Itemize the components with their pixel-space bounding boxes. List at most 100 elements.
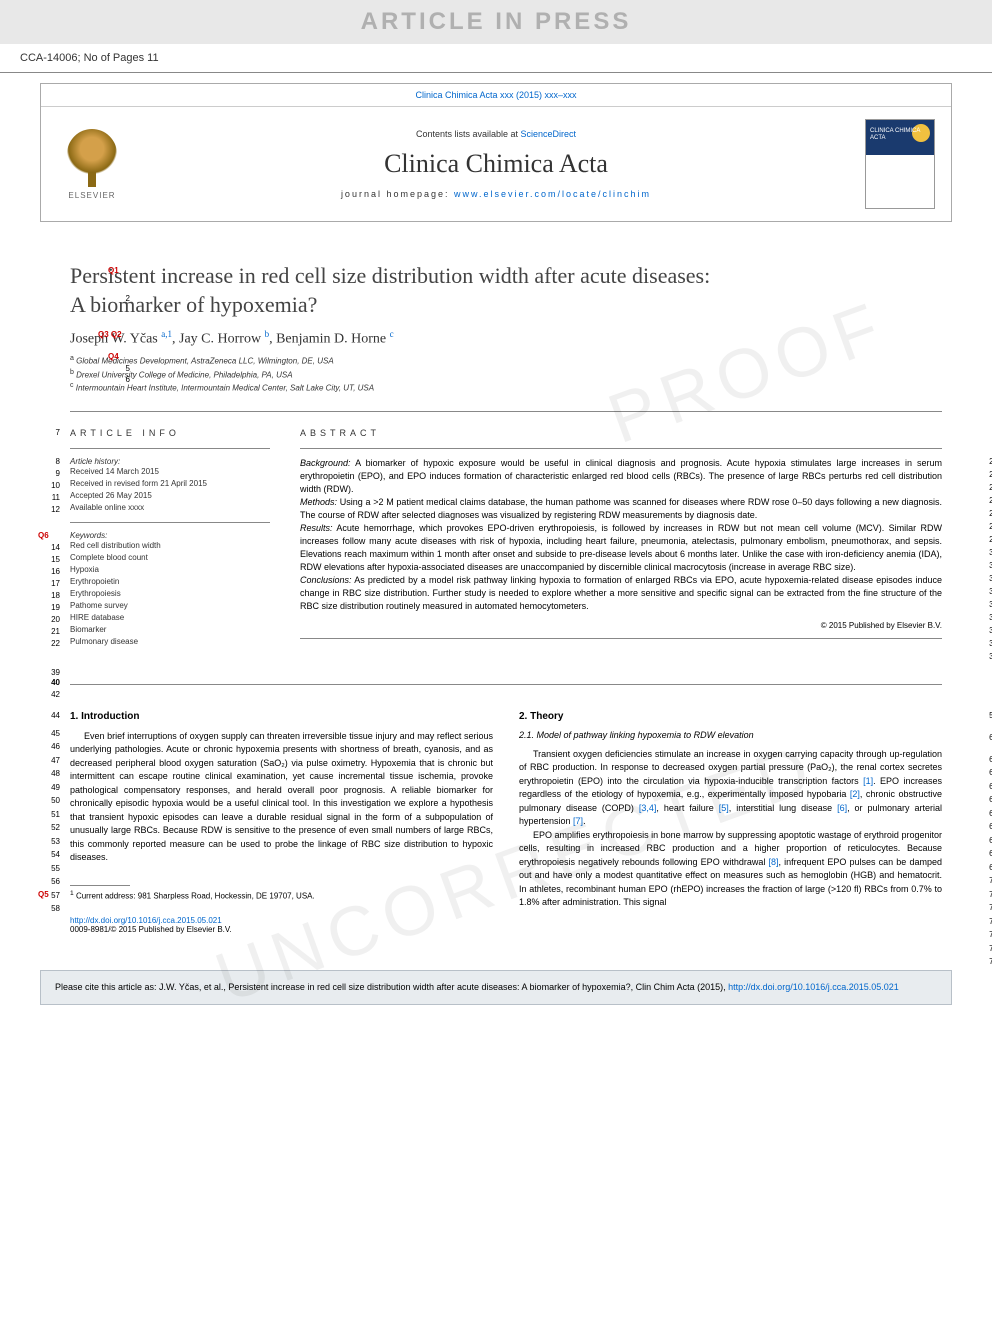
section-heading: 2. Theory xyxy=(519,711,942,722)
doi-link[interactable]: http://dx.doi.org/10.1016/j.cca.2015.05.… xyxy=(70,916,222,925)
line-number: 25 xyxy=(978,483,992,492)
affiliation: a Global Medicines Development, AstraZen… xyxy=(70,354,942,368)
line-number: 22 xyxy=(40,639,60,648)
line-number: 11 xyxy=(40,493,60,502)
article-in-press-banner: ARTICLE IN PRESS xyxy=(0,0,992,44)
affiliation: b Drexel University College of Medicine,… xyxy=(70,368,942,382)
ref-link[interactable]: [6] xyxy=(837,803,847,813)
keyword: Red cell distribution width xyxy=(70,540,270,552)
sciencedirect-link[interactable]: ScienceDirect xyxy=(521,129,577,139)
line-number: 59 xyxy=(978,711,992,720)
abstract-header: ABSTRACT xyxy=(300,428,942,438)
ref-link[interactable]: [3,4] xyxy=(639,803,657,813)
line-number: 51 xyxy=(40,810,60,819)
line-number: 15 xyxy=(40,555,60,564)
line-number: 7 xyxy=(40,428,60,437)
line-number: 70 xyxy=(978,876,992,885)
query-marker: Q6 xyxy=(38,531,49,540)
divider xyxy=(70,411,942,412)
line-number: 53 xyxy=(40,837,60,846)
authors: Joseph W. Yčas a,1, Jay C. Horrow b, Ben… xyxy=(70,329,942,348)
history-item: Accepted 26 May 2015 xyxy=(70,490,270,502)
keyword: Erythropoietin xyxy=(70,576,270,588)
keyword: Biomarker xyxy=(70,624,270,636)
keyword: Pulmonary disease xyxy=(70,636,270,648)
citation-link[interactable]: Clinica Chimica Acta xxx (2015) xxx–xxx xyxy=(415,90,576,100)
line-number: 49 xyxy=(40,783,60,792)
history-item: Available online xxxx xyxy=(70,502,270,514)
line-number: 38 xyxy=(978,652,992,661)
line-number: 66 xyxy=(978,822,992,831)
ref-link[interactable]: [5] xyxy=(719,803,729,813)
line-number: 18 xyxy=(40,591,60,600)
history-item: Received 14 March 2015 xyxy=(70,466,270,478)
query-marker: Q5 xyxy=(38,890,49,899)
line-number: 61 xyxy=(978,755,992,764)
history-label: Article history: xyxy=(70,457,270,466)
keywords-label: Keywords: xyxy=(70,531,270,540)
elsevier-logo: ELSEVIER xyxy=(57,124,127,204)
abstract-column: ABSTRACT 2324252627282930313233343536373… xyxy=(300,428,942,668)
line-number: 56 xyxy=(40,877,60,886)
line-number: 27 xyxy=(978,509,992,518)
citation-box: Please cite this article as: J.W. Yčas, … xyxy=(40,970,952,1005)
line-number: 73 xyxy=(978,917,992,926)
divider xyxy=(70,522,270,523)
elsevier-tree-icon xyxy=(67,129,117,179)
line-number: 29 xyxy=(978,535,992,544)
line-number: 54 xyxy=(40,850,60,859)
line-number: 75 xyxy=(978,944,992,953)
journal-title: Clinica Chimica Acta xyxy=(127,149,865,179)
homepage-link[interactable]: www.elsevier.com/locate/clinchim xyxy=(454,189,651,199)
article-info-header: ARTICLE INFO xyxy=(70,428,270,438)
line-number: 24 xyxy=(978,470,992,479)
article-id: CCA-14006; No of Pages 11 xyxy=(20,52,159,64)
line-number: 26 xyxy=(978,496,992,505)
line-number: 2 xyxy=(110,294,130,303)
journal-masthead: Clinica Chimica Acta xxx (2015) xxx–xxx … xyxy=(40,83,952,222)
line-number: 30 xyxy=(978,548,992,557)
line-number: 52 xyxy=(40,823,60,832)
affiliations: a Global Medicines Development, AstraZen… xyxy=(70,354,942,395)
keyword: HIRE database xyxy=(70,612,270,624)
article-title: Persistent increase in red cell size dis… xyxy=(70,262,942,319)
copyright: © 2015 Published by Elsevier B.V. xyxy=(300,621,942,630)
history-item: Received in revised form 21 April 2015 xyxy=(70,478,270,490)
line-number: 23 xyxy=(978,457,992,466)
line-number: 10 xyxy=(40,481,60,490)
line-number: 8 xyxy=(40,457,60,466)
divider xyxy=(70,684,942,685)
footnote-separator xyxy=(70,885,130,886)
abstract-text: Background: A biomarker of hypoxic expos… xyxy=(300,457,942,614)
ref-link[interactable]: [7] xyxy=(573,816,583,826)
line-number: 19 xyxy=(40,603,60,612)
proof-header: CCA-14006; No of Pages 11 xyxy=(0,44,992,73)
line-number: 62 xyxy=(978,768,992,777)
line-number: 14 xyxy=(40,543,60,552)
body-column-left: 444546474849505152535455565758 1. Introd… xyxy=(70,711,493,935)
query-marker: Q1 xyxy=(108,266,119,275)
line-number: 12 xyxy=(40,505,60,514)
ref-link[interactable]: [8] xyxy=(769,857,779,867)
ref-link[interactable]: [2] xyxy=(850,789,860,799)
line-number: 46 xyxy=(40,742,60,751)
line-number: 68 xyxy=(978,849,992,858)
line-number: 58 xyxy=(40,904,60,913)
body-paragraph: Transient oxygen deficiencies stimulate … xyxy=(519,748,942,829)
query-marker: Q4 xyxy=(108,352,119,361)
divider xyxy=(300,638,942,639)
citation-line: Clinica Chimica Acta xxx (2015) xxx–xxx xyxy=(41,84,951,107)
line-number: 71 xyxy=(978,890,992,899)
ref-link[interactable]: [1] xyxy=(863,776,873,786)
line-number: 44 xyxy=(40,711,60,720)
line-number: 5 xyxy=(110,364,130,373)
subsection-heading: 2.1. Model of pathway linking hypoxemia … xyxy=(519,730,942,740)
line-number: 74 xyxy=(978,930,992,939)
doi-block: http://dx.doi.org/10.1016/j.cca.2015.05.… xyxy=(70,916,493,934)
body-column-right: 596061626364656667686970717273747576 2. … xyxy=(519,711,942,935)
line-number: 6 xyxy=(110,375,130,384)
citation-doi-link[interactable]: http://dx.doi.org/10.1016/j.cca.2015.05.… xyxy=(728,982,899,992)
line-number: 65 xyxy=(978,809,992,818)
line-number: 69 xyxy=(978,863,992,872)
divider xyxy=(70,448,270,449)
